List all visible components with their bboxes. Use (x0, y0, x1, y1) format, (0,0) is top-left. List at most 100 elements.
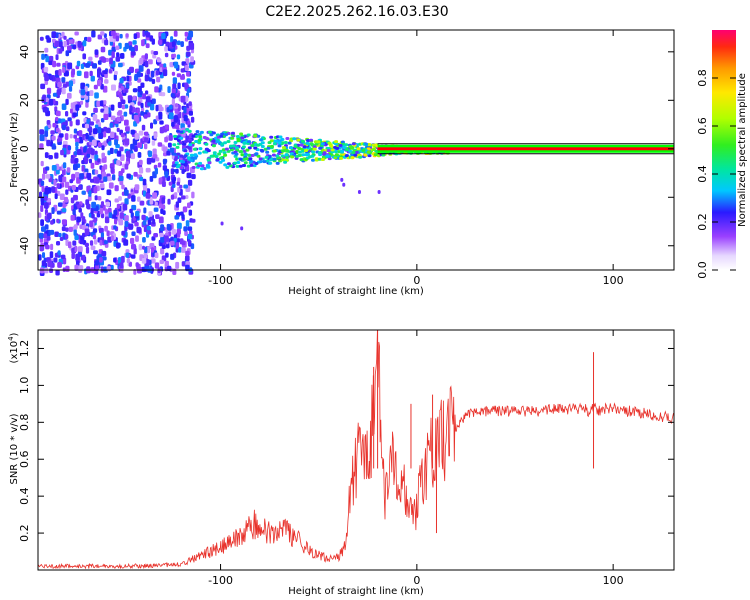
noise-cell (113, 225, 117, 230)
noise-cell (142, 190, 147, 197)
noise-cell (116, 242, 120, 249)
signal-cell (204, 147, 209, 151)
signal-cell (176, 129, 180, 133)
signal-cell (225, 165, 230, 169)
noise-cell (168, 181, 173, 186)
signal-cell (290, 155, 295, 159)
noise-cell (106, 127, 111, 134)
noise-cell (171, 71, 176, 76)
noise-cell (62, 203, 66, 209)
signal-cell (256, 143, 261, 147)
noise-cell (152, 192, 158, 199)
signal-cell (240, 226, 244, 231)
signal-cell (342, 182, 346, 187)
noise-cell (132, 216, 136, 221)
colorbar-tick-label: 0.8 (696, 69, 709, 87)
noise-cell (87, 37, 92, 42)
noise-cell (168, 112, 174, 120)
signal-cell (247, 140, 251, 144)
noise-cell (115, 56, 121, 62)
signal-cell (317, 157, 322, 161)
signal-cell (265, 150, 270, 154)
noise-cell (187, 226, 193, 231)
noise-cell (123, 189, 129, 196)
signal-cell (220, 221, 224, 226)
noise-cell (118, 218, 124, 226)
noise-cell (94, 169, 99, 175)
noise-cell (99, 227, 104, 234)
y-tick-label: 0.8 (18, 414, 31, 432)
noise-cell (160, 224, 165, 232)
snr-x-axis: -100 0 100 (208, 330, 624, 587)
signal-cell (191, 166, 196, 169)
noise-cell (135, 210, 140, 217)
noise-cell (154, 262, 160, 269)
noise-cell (139, 176, 144, 182)
noise-cell (64, 181, 70, 188)
noise-cell (186, 45, 191, 51)
noise-cell (44, 80, 49, 86)
noise-cell (75, 141, 79, 147)
noise-cell (162, 158, 168, 164)
noise-cell (153, 207, 159, 212)
noise-cell (170, 253, 175, 260)
noise-cell (180, 95, 186, 103)
noise-cell (151, 78, 156, 85)
noise-cell (62, 257, 67, 265)
noise-cell (71, 252, 75, 260)
signal-cell (175, 165, 180, 169)
signal-cell (361, 148, 366, 152)
noise-cell (177, 82, 181, 90)
noise-cell (65, 265, 70, 272)
noise-cell (90, 75, 95, 82)
noise-cell (127, 95, 133, 101)
noise-cell (65, 111, 69, 117)
y-tick-label: 0.2 (18, 524, 31, 542)
noise-cell (98, 142, 102, 148)
y-tick-label: 40 (18, 45, 31, 59)
signal-cell (227, 162, 231, 166)
noise-cell (92, 63, 97, 69)
signal-cell (235, 135, 240, 138)
noise-cell (169, 62, 174, 68)
noise-cell (51, 186, 56, 193)
noise-cell (125, 249, 130, 254)
noise-cell (69, 134, 73, 139)
noise-cell (63, 35, 67, 40)
noise-cell (84, 228, 90, 236)
noise-cell (88, 56, 93, 61)
noise-cell (99, 100, 104, 107)
noise-cell (104, 79, 109, 84)
noise-cell (58, 175, 63, 182)
noise-cell (78, 137, 84, 144)
noise-cell (72, 208, 76, 215)
noise-cell (89, 240, 94, 246)
signal-cell (199, 130, 204, 134)
noise-cell (101, 256, 107, 261)
noise-cell (130, 212, 134, 218)
noise-cell (94, 49, 99, 56)
signal-cell (223, 153, 228, 157)
noise-cell (104, 39, 109, 46)
noise-cell (65, 227, 69, 232)
signal-cell (211, 131, 216, 135)
signal-cell (281, 146, 286, 150)
noise-cell (145, 167, 151, 173)
noise-cell (61, 87, 66, 95)
signal-cell (348, 145, 353, 149)
noise-cell (164, 46, 168, 52)
noise-cell (130, 51, 136, 56)
noise-cell (191, 174, 196, 180)
noise-cell (106, 189, 112, 196)
noise-cell (187, 179, 193, 186)
signal-cell (293, 144, 298, 148)
noise-cell (130, 143, 135, 150)
noise-cell (56, 62, 61, 67)
noise-cell (78, 207, 82, 213)
noise-cell (138, 65, 144, 72)
noise-cell (133, 114, 139, 122)
noise-cell (49, 268, 54, 274)
signal-cell (330, 148, 335, 152)
x-tick-label: 0 (413, 574, 420, 587)
signal-cell (183, 149, 188, 153)
